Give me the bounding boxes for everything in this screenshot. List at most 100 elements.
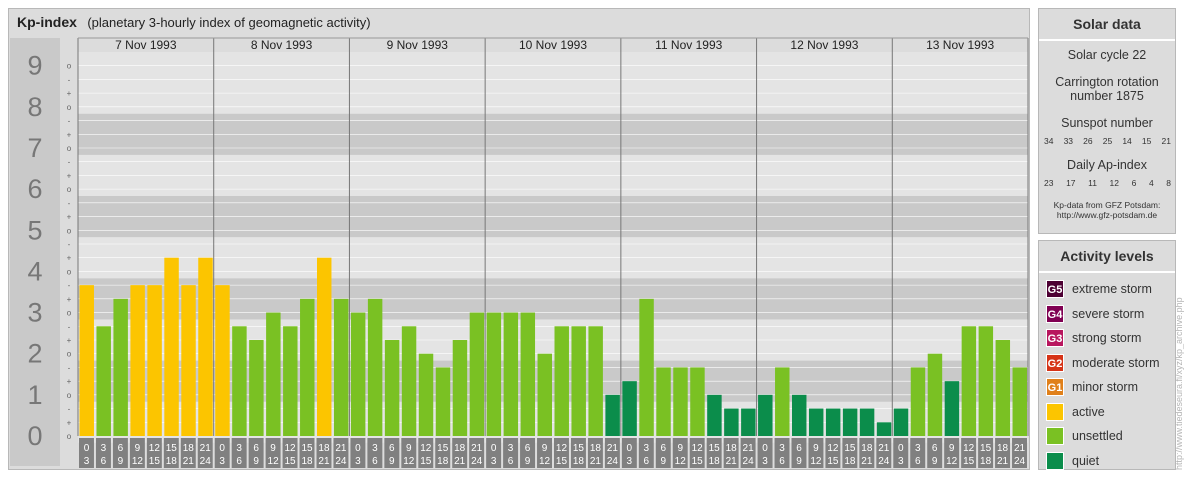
day-label: 7 Nov 1993 xyxy=(115,38,177,52)
interval-start-label: 18 xyxy=(590,443,602,454)
kp-bar xyxy=(401,326,417,436)
kp-bar xyxy=(588,326,603,436)
interval-start-label: 15 xyxy=(844,443,856,454)
kp-bar xyxy=(707,394,722,436)
interval-cell xyxy=(231,438,247,468)
y-subtick-label: + xyxy=(67,418,72,427)
kp-bar xyxy=(927,353,943,436)
kp-bar xyxy=(384,340,400,436)
interval-end-label: 21 xyxy=(861,456,873,467)
interval-cell xyxy=(265,438,281,468)
y-subtick-label: + xyxy=(67,295,72,304)
interval-start-label: 12 xyxy=(963,443,975,454)
kp-bar xyxy=(961,326,977,436)
y-subtick-label: - xyxy=(68,281,71,290)
kp-bar xyxy=(978,326,994,436)
interval-cell xyxy=(927,438,943,468)
legend-label: unsettled xyxy=(1072,429,1123,444)
y-subtick-label: + xyxy=(67,171,72,180)
interval-cell xyxy=(401,438,417,468)
kp-bar xyxy=(147,285,162,436)
y-tick-label: 3 xyxy=(27,298,42,328)
interval-start-label: 21 xyxy=(471,443,483,454)
interval-start-label: 21 xyxy=(878,443,890,454)
interval-cell xyxy=(350,438,366,468)
interval-end-label: 6 xyxy=(915,456,921,467)
day-label: 9 Nov 1993 xyxy=(387,38,449,52)
interval-cell xyxy=(418,438,434,468)
kp-bar xyxy=(944,381,960,436)
y-tick-label: 7 xyxy=(27,133,42,163)
day-label: 11 Nov 1993 xyxy=(655,38,722,52)
kp-bar xyxy=(266,312,281,436)
interval-start-label: 3 xyxy=(236,443,242,454)
kp-bar xyxy=(571,326,586,436)
y-subtick-label: o xyxy=(67,432,72,441)
interval-start-label: 6 xyxy=(796,443,802,454)
interval-end-label: 6 xyxy=(101,456,107,467)
interval-end-label: 21 xyxy=(318,456,330,467)
interval-start-label: 12 xyxy=(149,443,161,454)
interval-end-label: 15 xyxy=(556,456,568,467)
interval-cell xyxy=(214,438,230,468)
interval-end-label: 18 xyxy=(709,456,721,467)
interval-start-label: 18 xyxy=(861,443,873,454)
kp-bar xyxy=(164,257,179,436)
interval-cell xyxy=(1012,438,1027,468)
legend-label: quiet xyxy=(1072,453,1100,468)
interval-start-label: 21 xyxy=(1014,443,1026,454)
interval-end-label: 18 xyxy=(573,456,585,467)
interval-cell xyxy=(129,438,145,468)
interval-start-label: 9 xyxy=(406,443,412,454)
interval-start-label: 3 xyxy=(372,443,378,454)
kp-bar xyxy=(283,326,298,436)
interval-cell xyxy=(638,438,654,468)
legend-label: minor storm xyxy=(1072,380,1138,395)
y-tick-label: 5 xyxy=(27,215,42,245)
interval-end-label: 9 xyxy=(118,456,124,467)
interval-end-label: 12 xyxy=(539,456,551,467)
interval-cell xyxy=(672,438,688,468)
interval-cell xyxy=(503,438,519,468)
interval-start-label: 0 xyxy=(219,443,225,454)
interval-end-label: 3 xyxy=(898,456,904,467)
interval-cell xyxy=(316,438,332,468)
y-axis-column xyxy=(10,38,60,466)
y-subtick-label: - xyxy=(68,199,71,208)
interval-cell xyxy=(435,438,451,468)
interval-start-label: 15 xyxy=(573,443,585,454)
interval-cell xyxy=(554,438,569,468)
interval-cell xyxy=(570,438,586,468)
interval-start-label: 21 xyxy=(200,443,212,454)
kp-bar xyxy=(537,353,552,436)
interval-cell xyxy=(486,438,502,468)
interval-start-label: 0 xyxy=(898,443,904,454)
interval-start-label: 3 xyxy=(101,443,107,454)
kp-bar xyxy=(486,312,502,436)
interval-cell xyxy=(978,438,994,468)
interval-end-label: 24 xyxy=(335,456,347,467)
kp-bar xyxy=(622,381,637,436)
interval-cell xyxy=(859,438,875,468)
source-note-link[interactable]: http://www.gfz-potsdam.de xyxy=(1056,210,1158,220)
interval-start-label: 9 xyxy=(542,443,548,454)
interval-cell xyxy=(723,438,739,468)
interval-end-label: 3 xyxy=(627,456,633,467)
legend-swatch-quiet xyxy=(1046,451,1064,470)
interval-start-label: 6 xyxy=(253,443,259,454)
sunspot-number: 26 xyxy=(1083,136,1093,146)
source-watermark: http://www.tiedeseura.fi/xyz/kp_archive.… xyxy=(1174,297,1184,470)
activity-levels-panel: Activity levels G5 extreme storm G4 seve… xyxy=(1038,240,1176,470)
interval-end-label: 9 xyxy=(932,456,938,467)
interval-end-label: 21 xyxy=(590,456,602,467)
kp-bar xyxy=(690,367,705,436)
interval-cell xyxy=(282,438,298,468)
sunspot-number: 33 xyxy=(1063,136,1074,146)
kp-bar xyxy=(554,326,569,436)
grid-band xyxy=(78,52,1028,114)
sunspot-number: 21 xyxy=(1161,136,1171,146)
interval-end-label: 3 xyxy=(491,456,497,467)
interval-end-label: 15 xyxy=(284,456,296,467)
interval-end-label: 3 xyxy=(84,456,90,467)
